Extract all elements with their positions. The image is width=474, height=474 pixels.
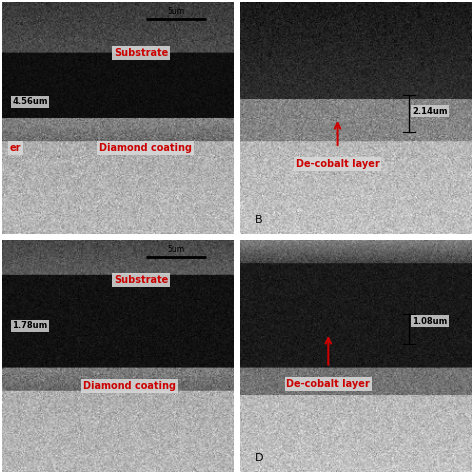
Text: 1.78um: 1.78um [12, 321, 48, 330]
Text: D: D [255, 453, 263, 463]
Text: De-cobalt layer: De-cobalt layer [296, 159, 379, 169]
Text: er: er [9, 143, 21, 153]
Text: Substrate: Substrate [114, 275, 168, 285]
Text: B: B [255, 215, 263, 225]
Text: De-cobalt layer: De-cobalt layer [286, 379, 370, 389]
Text: 5um: 5um [167, 245, 184, 254]
Text: 5um: 5um [167, 7, 184, 16]
Text: Diamond coating: Diamond coating [83, 381, 176, 391]
Text: 2.14um: 2.14um [412, 107, 448, 116]
Text: 1.08um: 1.08um [412, 317, 447, 326]
Text: Substrate: Substrate [114, 48, 168, 58]
Text: Diamond coating: Diamond coating [99, 143, 192, 153]
Text: 4.56um: 4.56um [12, 97, 48, 106]
